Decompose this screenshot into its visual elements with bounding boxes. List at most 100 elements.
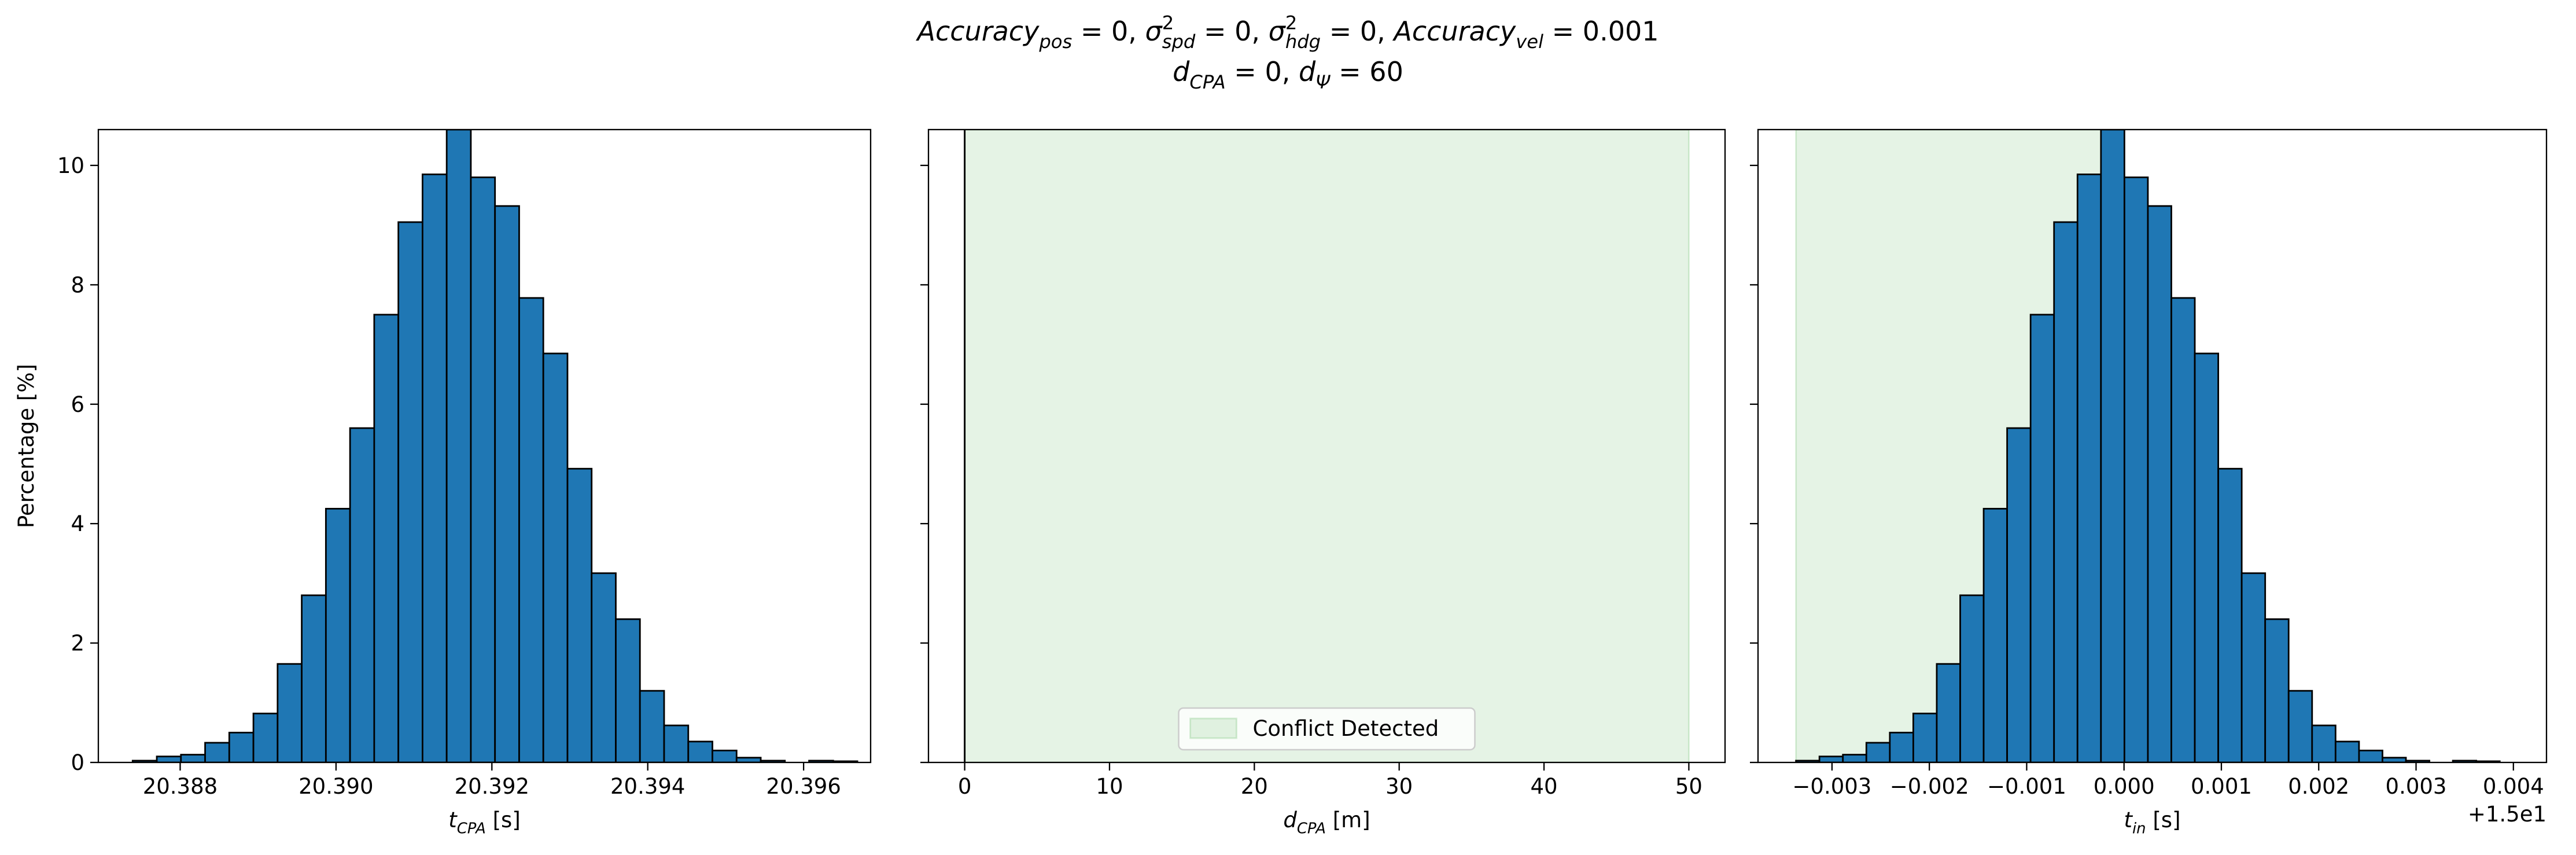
text-part: Accuracy xyxy=(916,16,1040,47)
text-part: d xyxy=(1173,56,1190,87)
text-part: σ xyxy=(1269,16,1287,47)
bar xyxy=(518,297,544,762)
bar xyxy=(2100,130,2125,762)
x-tick-label: 0.001 xyxy=(2191,774,2252,799)
y-axis-label: Percentage [%] xyxy=(14,364,39,528)
x-tick-label: 20.390 xyxy=(298,774,373,799)
plot-area xyxy=(964,130,1690,762)
axes-frame xyxy=(927,128,1726,764)
y-tick-label: 6 xyxy=(71,392,84,417)
x-tick-label: 20.394 xyxy=(610,774,685,799)
bar xyxy=(2123,176,2149,762)
bar xyxy=(373,314,400,762)
x-tick-label: 10 xyxy=(1096,774,1123,799)
bar xyxy=(2287,690,2313,762)
y-tick-label: 8 xyxy=(71,272,84,297)
text-part: [s] xyxy=(2146,808,2181,832)
x-axis-label: tin [s] xyxy=(2124,808,2180,837)
axes-frame xyxy=(1757,128,2548,764)
text-part: 2 xyxy=(1285,12,1297,34)
bar xyxy=(566,467,593,762)
text-part: spd xyxy=(1162,31,1196,53)
bar xyxy=(1889,731,1914,762)
bar xyxy=(1842,754,1867,762)
bar xyxy=(1865,742,1891,762)
x-tick-label: 20.396 xyxy=(766,774,841,799)
bar xyxy=(397,221,423,762)
bar xyxy=(252,712,279,762)
y-tick-label: 0 xyxy=(71,750,84,775)
bar xyxy=(591,572,617,762)
bar xyxy=(663,724,690,762)
x-tick-label: 0.004 xyxy=(2483,774,2544,799)
x-tick-label: 0.003 xyxy=(2386,774,2447,799)
bar xyxy=(277,663,303,762)
x-tick-label: −0.002 xyxy=(1890,774,1969,799)
bar xyxy=(2358,749,2383,762)
text-part: CPA xyxy=(457,820,486,837)
text-part: in xyxy=(2132,820,2146,837)
bar xyxy=(542,352,569,762)
bar xyxy=(615,618,641,762)
bar xyxy=(2194,352,2219,762)
text-part: = 0, xyxy=(1321,16,1394,47)
bar xyxy=(180,754,206,762)
text-part: = 0, xyxy=(1195,16,1268,47)
text-part: vel xyxy=(1516,31,1543,53)
text-part: d xyxy=(1283,808,1297,832)
x-tick-label: 0 xyxy=(958,774,972,799)
bar xyxy=(1982,507,2009,762)
text-part: Accuracy xyxy=(1392,16,1516,47)
x-tick-label: 0.000 xyxy=(2094,774,2155,799)
bar xyxy=(2311,724,2337,762)
bar xyxy=(156,756,182,762)
axes-frame xyxy=(97,128,872,764)
x-tick-label: −0.003 xyxy=(1792,774,1871,799)
text-part: = 0, xyxy=(1072,16,1145,47)
bar xyxy=(2053,221,2079,762)
bar xyxy=(301,594,327,762)
text-part: CPA xyxy=(1189,71,1225,93)
text-part: t xyxy=(2124,808,2133,832)
bar xyxy=(422,174,448,762)
x-tick-label: 20.392 xyxy=(455,774,529,799)
x-tick-label: 0.002 xyxy=(2288,774,2349,799)
bar xyxy=(445,130,472,762)
text-part: pos xyxy=(1038,31,1072,53)
bar xyxy=(1936,663,1961,762)
bar xyxy=(1912,712,1938,762)
text-part: [m] xyxy=(1326,808,1370,832)
bar xyxy=(325,507,351,762)
bar xyxy=(2264,618,2290,762)
text-part: CPA xyxy=(1297,820,1326,837)
bar xyxy=(228,731,255,762)
offset-text: +1.5e1 xyxy=(2468,802,2546,827)
text-part: Ψ xyxy=(1315,71,1331,93)
y-tick-label: 10 xyxy=(57,153,84,178)
bar xyxy=(2147,205,2172,762)
bar xyxy=(1959,594,1985,762)
x-axis-label: dCPA [m] xyxy=(1283,808,1370,837)
legend-patch xyxy=(1189,717,1237,739)
text-part: 2 xyxy=(1162,12,1174,34)
bar xyxy=(735,757,762,762)
text-part: t xyxy=(448,808,458,832)
bar xyxy=(2076,174,2102,762)
legend-label: Conflict Detected xyxy=(1253,716,1439,741)
text-part: = 0.001 xyxy=(1543,16,1659,47)
x-tick-label: 20 xyxy=(1241,774,1268,799)
bar xyxy=(494,205,520,762)
bar xyxy=(2240,572,2267,762)
title-line: Accuracypos = 0, σ2 spd = 0, σ2 hdg = 0, A… xyxy=(916,12,1659,53)
bar xyxy=(349,427,375,762)
x-tick-label: 30 xyxy=(1385,774,1413,799)
bar xyxy=(2217,467,2243,762)
bar xyxy=(2334,740,2360,762)
legend-box xyxy=(1178,707,1476,751)
bar xyxy=(2405,760,2430,762)
y-tick-label: 4 xyxy=(71,511,84,536)
x-axis-label: tCPA [s] xyxy=(448,808,521,837)
text-part: σ xyxy=(1145,16,1163,47)
plot-area xyxy=(131,130,858,762)
